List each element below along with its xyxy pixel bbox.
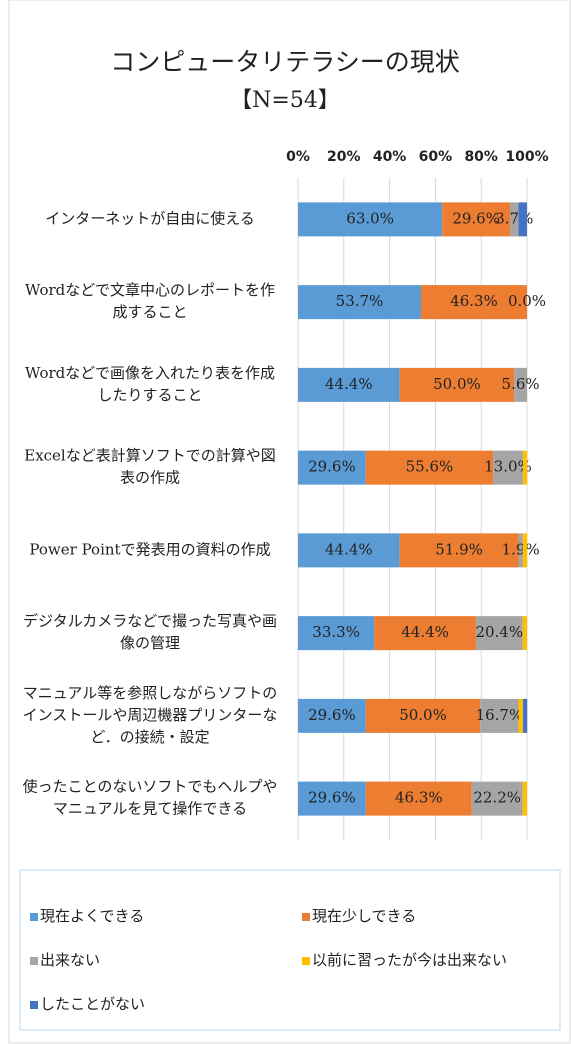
bar-segment: [518, 533, 523, 568]
bar-segment: [298, 781, 366, 816]
x-tick-label: 20%: [327, 149, 361, 165]
bar-segment: [518, 698, 523, 733]
bar-segment: [399, 367, 515, 402]
data-label: 3.7%: [495, 209, 533, 227]
bar-segment: [298, 450, 366, 485]
data-label: 55.6%: [406, 458, 454, 476]
legend-swatch: [30, 957, 38, 965]
data-label: 33.3%: [312, 623, 360, 641]
bar-segment: [518, 202, 527, 237]
category-label: デジタルカメラなどで撮った写真や画像の管理: [23, 612, 277, 652]
legend-swatch: [30, 913, 38, 921]
bar-segment: [522, 533, 528, 568]
category-label: Wordなどで画像を入れたり表を作成したりすること: [25, 364, 275, 404]
bar-segment: [420, 285, 527, 320]
data-label: 5.6%: [502, 375, 540, 393]
bar-segment: [510, 202, 519, 237]
data-label: 29.6%: [452, 209, 500, 227]
bar-segment: [365, 781, 472, 816]
data-label: 53.7%: [336, 292, 384, 310]
bar-segment: [374, 616, 476, 651]
bar-segment: [365, 698, 481, 733]
bar-segment: [522, 781, 527, 816]
data-label: 29.6%: [308, 789, 356, 807]
bar-segment: [522, 698, 528, 733]
category-label: インターネットが自由に使える: [45, 209, 255, 227]
category-label: 使ったことのないソフトでもヘルプやマニュアルを見て操作できる: [23, 778, 278, 818]
legend-label: 現在少しできる: [312, 907, 416, 925]
legend-swatch: [30, 1001, 38, 1009]
bar-segment: [298, 367, 400, 402]
bar-segment: [442, 202, 511, 237]
category-label: マニュアル等を参照しながらソフトのインストールや周辺機器プリンターなど．の接続・…: [23, 684, 278, 746]
bar-segment: [298, 616, 375, 651]
bar-segment: [365, 450, 494, 485]
x-tick-label: 40%: [373, 149, 407, 165]
category-label: Power Pointで発表用の資料の作成: [29, 540, 270, 558]
chart-border: [8, 0, 571, 1044]
bar-segment: [514, 367, 527, 402]
data-label: 1.9%: [502, 540, 540, 558]
data-label: 29.6%: [308, 458, 356, 476]
x-tick-label: 80%: [464, 149, 498, 165]
bar-segment: [471, 781, 523, 816]
legend-label: 出来ない: [40, 951, 100, 969]
chart-title: コンピュータリテラシーの現状: [110, 48, 460, 77]
data-label: 46.3%: [395, 789, 443, 807]
category-label: Wordなどで文章中心のレポートを作成すること: [25, 281, 275, 321]
legend-box: [19, 869, 561, 1031]
legend-label: したことがない: [40, 995, 145, 1013]
data-label: 50.0%: [399, 706, 447, 724]
bar-segment: [399, 533, 519, 568]
bar-segment: [298, 285, 421, 320]
bar-segment: [298, 698, 366, 733]
x-tick-label: 100%: [505, 149, 548, 165]
chart-subtitle: 【N=54】: [230, 88, 340, 113]
data-label: 20.4%: [475, 623, 523, 641]
data-label: 46.3%: [450, 292, 498, 310]
data-label: 16.7%: [476, 706, 524, 724]
data-label: 50.0%: [433, 375, 481, 393]
bar-segment: [480, 698, 519, 733]
bar-segment: [493, 450, 523, 485]
bar-segment: [298, 202, 443, 237]
data-label: 44.4%: [401, 623, 449, 641]
data-label: 0.0%: [508, 292, 546, 310]
data-label: 51.9%: [435, 540, 483, 558]
data-label: 63.0%: [346, 209, 394, 227]
category-label: Excelなど表計算ソフトでの計算や図表の作成: [24, 447, 276, 487]
bar-segment: [298, 533, 400, 568]
legend-label: 現在よくできる: [40, 907, 144, 925]
x-tick-label: 60%: [419, 149, 453, 165]
x-tick-label: 0%: [286, 149, 310, 165]
legend-label: 以前に習ったが今は出来ない: [312, 951, 507, 969]
bar-segment: [522, 450, 528, 485]
data-label: 29.6%: [308, 706, 356, 724]
bar-segment: [475, 616, 523, 651]
data-label: 44.4%: [325, 375, 373, 393]
data-label: 44.4%: [325, 540, 373, 558]
data-label: 22.2%: [473, 789, 521, 807]
data-label: 13.0%: [484, 458, 532, 476]
legend-swatch: [302, 957, 310, 965]
legend-swatch: [302, 913, 310, 921]
bar-segment: [522, 616, 527, 651]
